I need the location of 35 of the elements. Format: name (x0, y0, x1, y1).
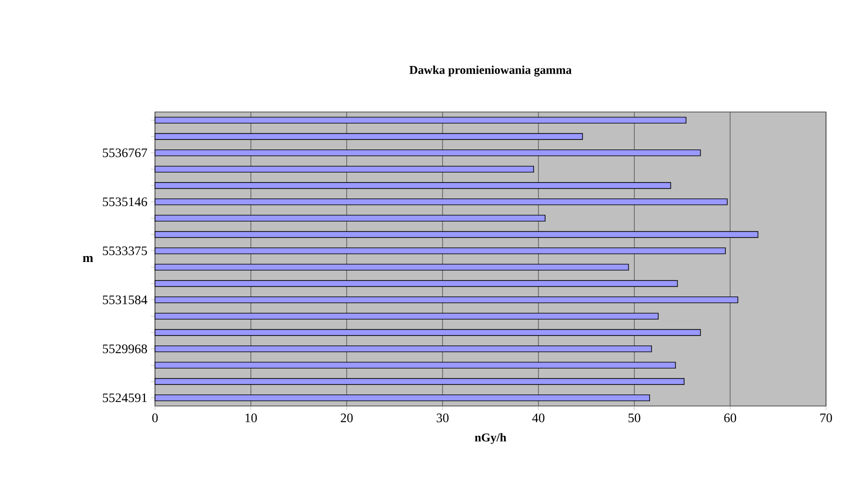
bar (154, 280, 678, 287)
bar (154, 214, 546, 222)
x-tick-label: 20 (340, 414, 353, 422)
y-tick-label: 5531584 (102, 295, 148, 304)
y-tick-label: 5535146 (102, 197, 148, 206)
y-axis-title: m (82, 256, 94, 262)
x-tick-label: 60 (724, 414, 736, 422)
bar (154, 345, 652, 352)
bar (154, 116, 686, 124)
chart-title: Dawka promieniowania gamma (409, 66, 572, 76)
bar (154, 394, 650, 402)
bar (154, 133, 583, 140)
y-tick-label: 5524591 (102, 393, 147, 402)
bar (154, 149, 701, 156)
y-tick-label: 5536767 (102, 148, 148, 158)
bar (154, 231, 758, 238)
x-tick-label: 50 (628, 414, 640, 422)
x-tick-label: 70 (820, 414, 832, 422)
y-tick-label: 5533375 (102, 246, 147, 256)
bar (154, 247, 726, 254)
x-tick-label: 0 (152, 414, 158, 422)
bar (154, 312, 659, 320)
bar (154, 182, 672, 189)
y-tick-label: 5529968 (102, 344, 147, 354)
bar (154, 378, 684, 385)
bar (154, 296, 738, 304)
bar (154, 264, 629, 271)
bar (154, 166, 534, 173)
bar (154, 329, 701, 336)
bar (154, 362, 676, 369)
x-axis-title: nGy/h (474, 433, 506, 444)
x-tick-label: 30 (436, 414, 449, 422)
x-tick-label: 40 (532, 414, 544, 422)
bar (154, 198, 728, 206)
x-tick-label: 10 (246, 414, 257, 422)
